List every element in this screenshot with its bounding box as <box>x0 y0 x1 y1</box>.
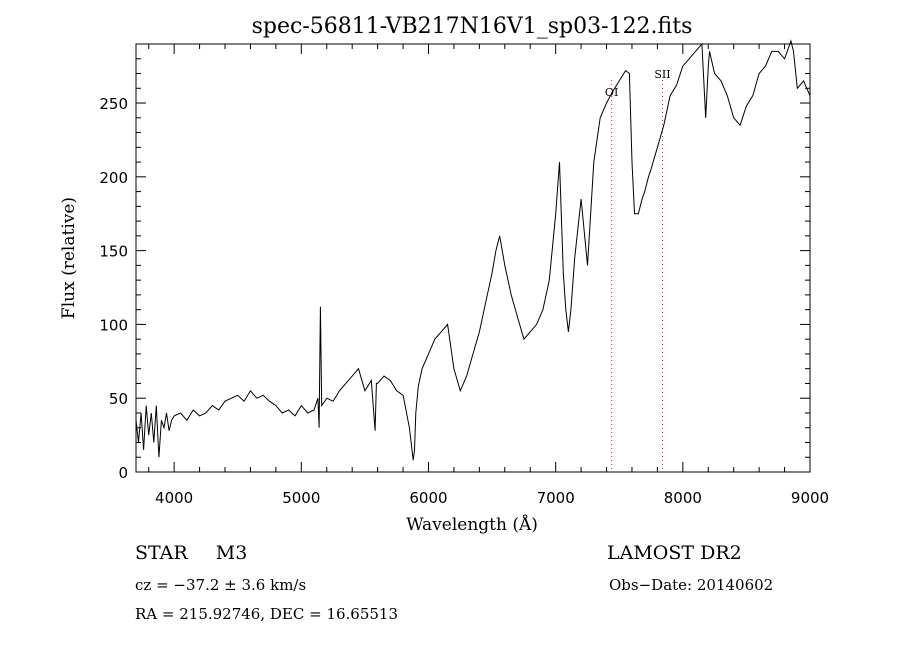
chart-title: spec-56811-VB217N16V1_sp03-122.fits <box>252 14 693 39</box>
y-tick-label: 50 <box>109 390 128 408</box>
x-tick-label: 5000 <box>282 489 320 507</box>
y-axis-label: Flux (relative) <box>59 197 79 319</box>
y-tick-label: 150 <box>99 243 128 261</box>
axis-ticks: 4000 5000 6000 7000 8000 9000 0 50 100 150 200 250 <box>99 43 829 507</box>
plot-frame <box>135 43 811 473</box>
spectral-line-label: SII <box>654 68 670 81</box>
x-tick-label: 7000 <box>537 489 575 507</box>
survey-name: LAMOST DR2 <box>607 542 742 564</box>
y-tick-label: 100 <box>99 316 128 334</box>
coordinates: RA = 215.92746, DEC = 16.65513 <box>135 605 399 623</box>
redshift-velocity: cz = −37.2 ± 3.6 km/s <box>135 576 307 594</box>
x-tick-label: 4000 <box>155 489 193 507</box>
line-markers: OI SII <box>605 68 671 472</box>
spectrum-line <box>135 39 811 461</box>
object-class-label: STAR <box>135 542 188 564</box>
object-subclass: M3 <box>215 542 248 564</box>
spectral-line-label: OI <box>605 86 618 99</box>
y-tick-label: 0 <box>118 464 128 482</box>
observation-date: Obs−Date: 20140602 <box>609 576 774 594</box>
x-tick-label: 9000 <box>791 489 829 507</box>
x-tick-label: 6000 <box>409 489 447 507</box>
x-axis-label: Wavelength (Å) <box>406 514 538 535</box>
object-class: STAR M3 <box>135 542 247 564</box>
y-tick-label: 250 <box>99 95 128 113</box>
x-tick-label: 8000 <box>664 489 702 507</box>
y-tick-label: 200 <box>99 169 128 187</box>
